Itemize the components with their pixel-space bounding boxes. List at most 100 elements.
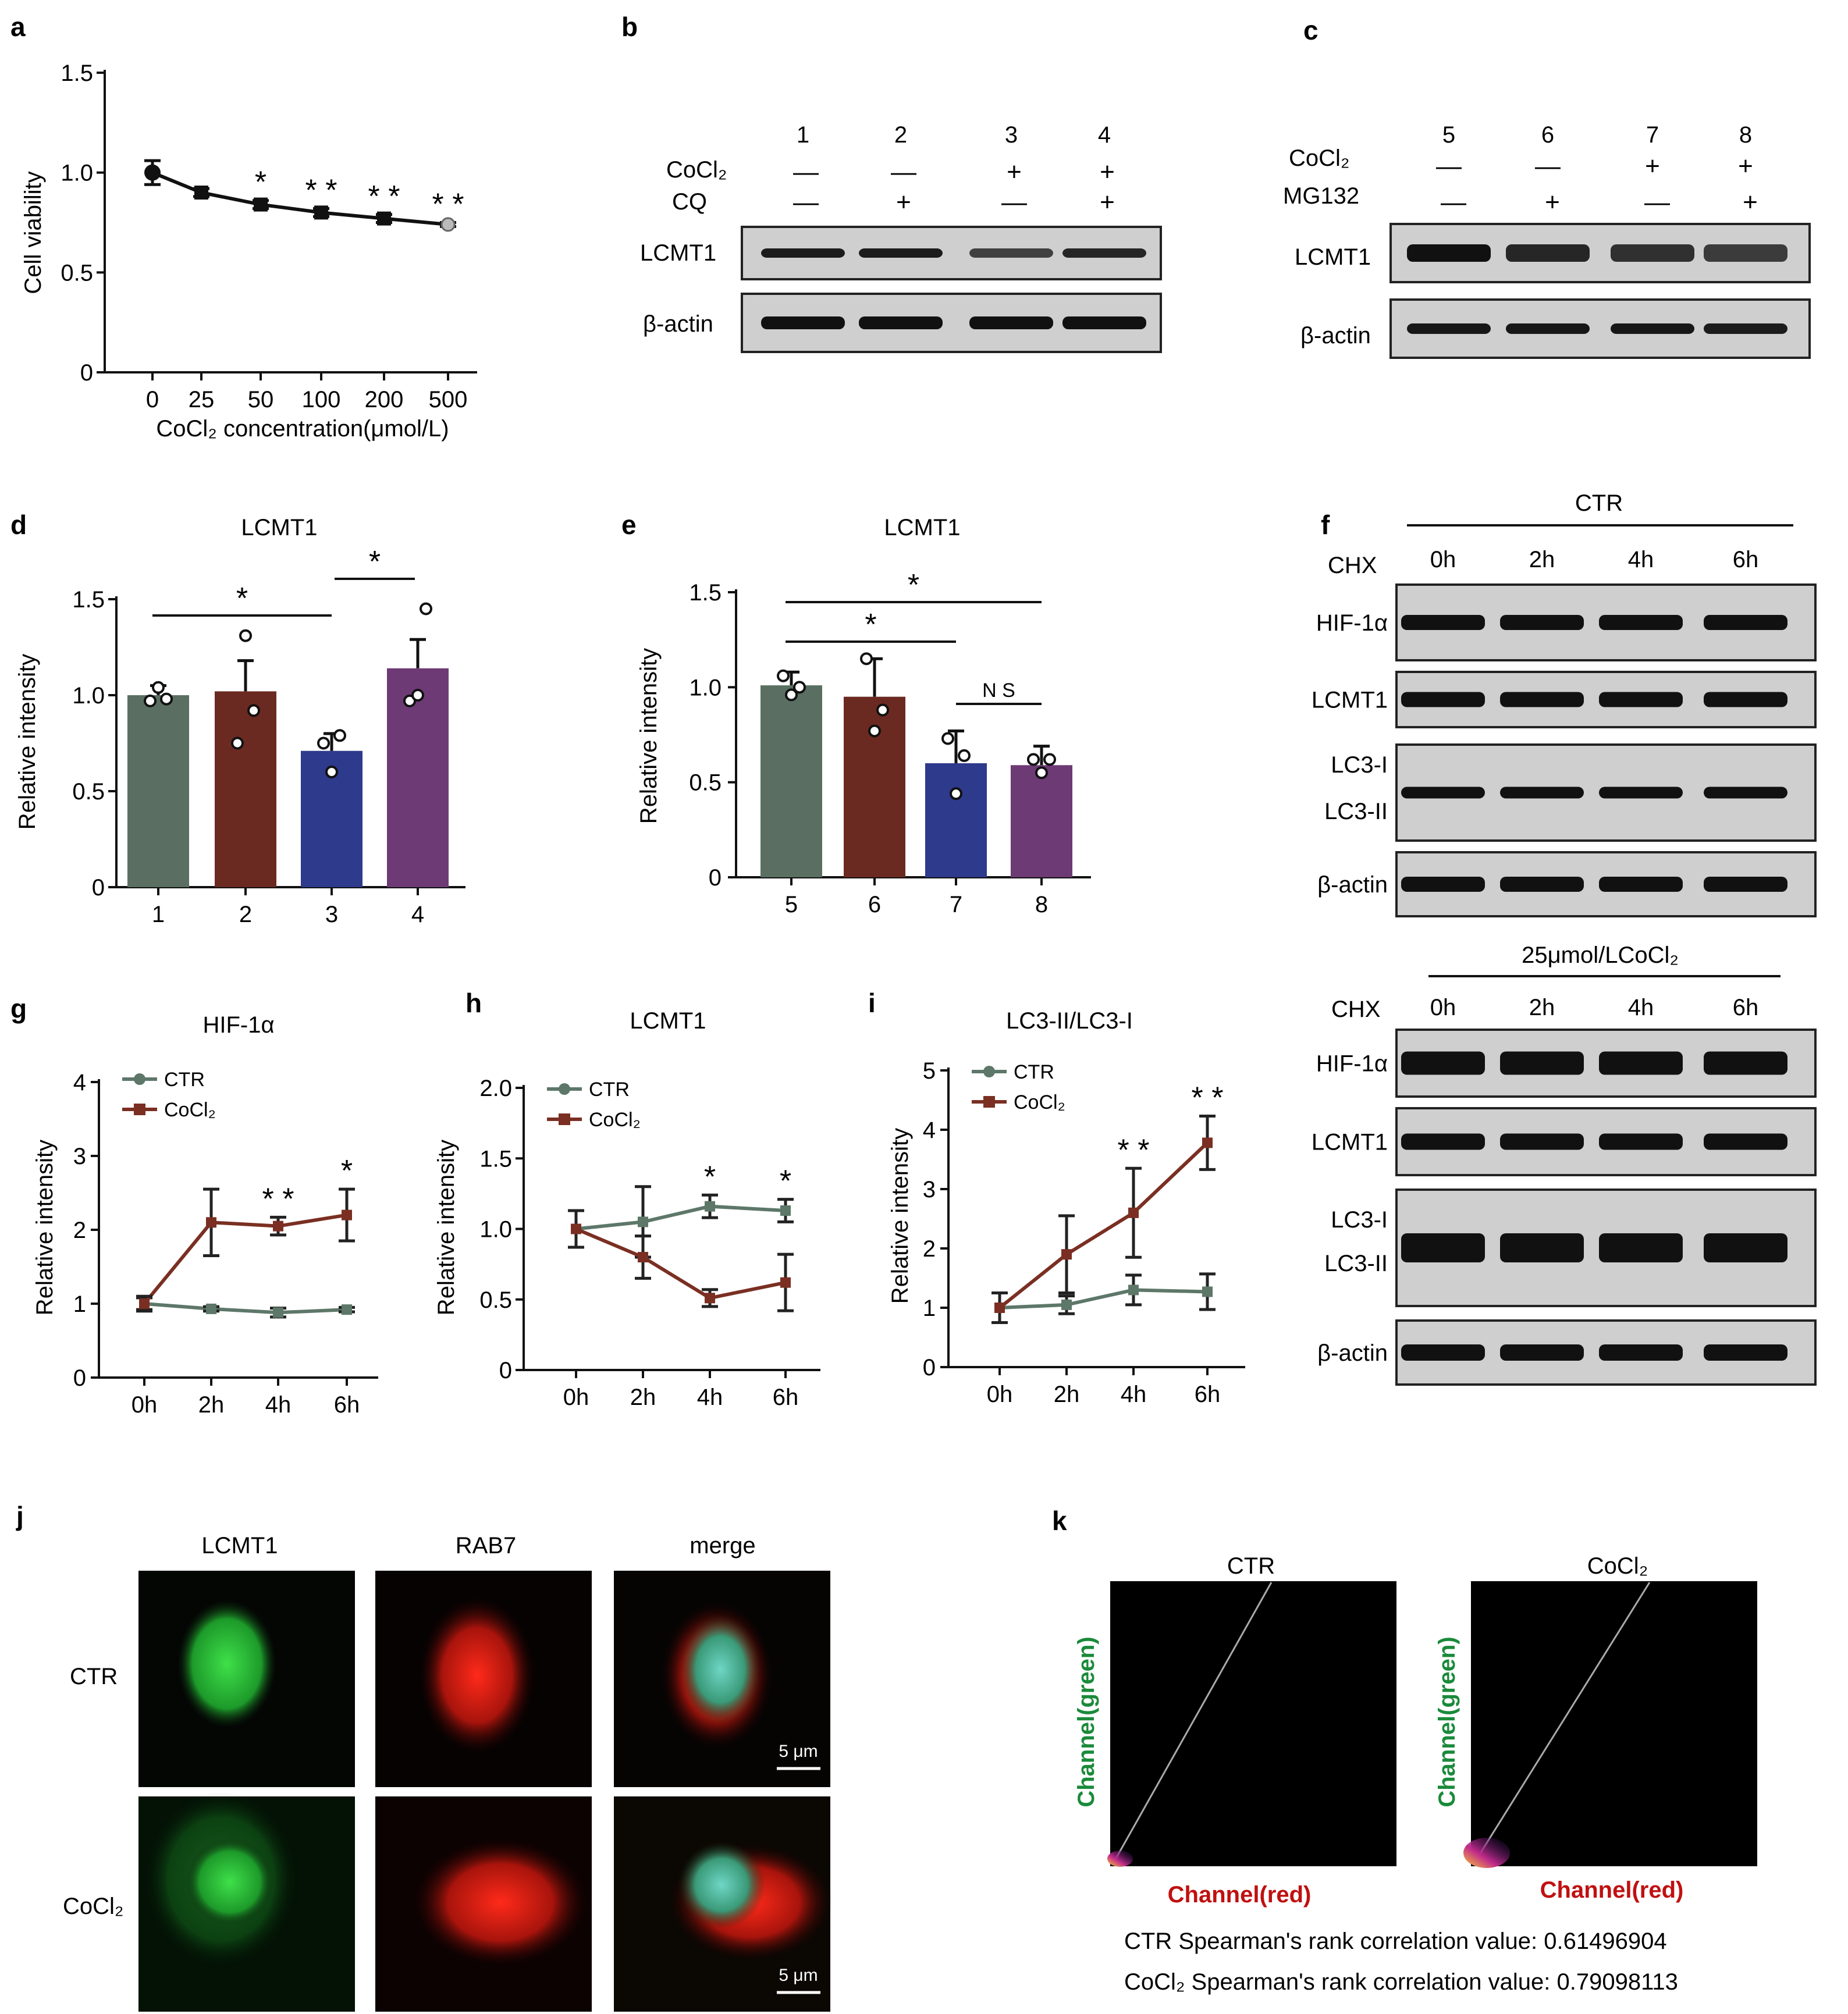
- y-tick-label: 1.5: [61, 61, 93, 86]
- data-point: [160, 692, 173, 706]
- legend-label: CoCl₂: [589, 1109, 641, 1131]
- data-point: [239, 629, 252, 642]
- chx-label: CHX: [1328, 553, 1377, 578]
- time-label: 4h: [1628, 547, 1654, 572]
- lane-number: 5: [1442, 122, 1455, 148]
- band: [1704, 1233, 1787, 1262]
- scale-bar-label: 5 μm: [779, 1966, 818, 1985]
- colocalization-panel-k: CTR CoCl₂ Channel(green) Channel(green) …: [1074, 1553, 1757, 1995]
- x-tick-label: 25: [189, 387, 215, 412]
- data-point: [571, 1223, 581, 1234]
- band: [1500, 1051, 1584, 1075]
- band: [1500, 1133, 1584, 1150]
- treatment-mark: +: [1007, 158, 1022, 186]
- legend-marker: [983, 1096, 995, 1108]
- significance-mark: *: [369, 545, 381, 579]
- time-label: 6h: [1733, 547, 1759, 572]
- x-tick-label: 3: [325, 902, 338, 927]
- legend-label: CTR: [589, 1079, 630, 1101]
- bar: [1011, 765, 1072, 877]
- y-axis-label: Cell viability: [20, 171, 46, 294]
- significance-mark: * *: [432, 188, 464, 222]
- data-point: [638, 1252, 648, 1262]
- band: [1599, 692, 1683, 707]
- panel-letter-j: j: [16, 1501, 24, 1531]
- time-label: 2h: [1529, 547, 1555, 572]
- x-tick-label: 1: [152, 902, 165, 927]
- blot-label: LC3-II: [1324, 799, 1388, 824]
- western-blot-c: 5 6 7 8 CoCl₂ MG132 — — + + — + — + LCMT1 β-actin: [1283, 122, 1811, 359]
- band: [1401, 615, 1485, 630]
- x-tick-label: 500: [429, 387, 468, 412]
- y-tick-label: 1: [923, 1296, 936, 1321]
- bar: [925, 763, 987, 877]
- y-tick-label: 0.5: [479, 1287, 512, 1313]
- col-label-merge: merge: [690, 1533, 755, 1558]
- plot-title-ctr: CTR: [1227, 1553, 1275, 1579]
- blot-label: β-actin: [1317, 872, 1388, 898]
- band: [1500, 877, 1584, 892]
- red-cell: [419, 1597, 535, 1754]
- col-label-lcmt1: LCMT1: [201, 1533, 278, 1558]
- series-line: [143, 1213, 347, 1305]
- y-tick-label: 0: [92, 875, 105, 901]
- data-point: [1027, 753, 1040, 766]
- panel-letter-i: i: [868, 988, 876, 1018]
- band: [1704, 1051, 1787, 1075]
- band: [969, 316, 1053, 329]
- bar: [844, 696, 905, 877]
- band: [1401, 787, 1485, 799]
- data-point: [342, 1209, 352, 1221]
- blot-label: LCMT1: [1312, 688, 1388, 713]
- data-point: [1202, 1286, 1213, 1297]
- lane-number: 3: [1005, 122, 1018, 148]
- time-label: 6h: [1733, 995, 1759, 1020]
- y-tick-label: 0: [499, 1358, 512, 1383]
- y-tick-label: 0.5: [689, 770, 722, 796]
- merged-cell: [680, 1614, 761, 1725]
- chart-title: LCMT1: [241, 515, 317, 540]
- band: [1599, 615, 1683, 630]
- x-axis-label: Channel(red): [1540, 1877, 1684, 1903]
- significance-mark: * *: [1192, 1081, 1224, 1115]
- treatment-mark: —: [891, 158, 916, 186]
- x-tick-label: 2h: [1054, 1382, 1080, 1407]
- lane-number: 8: [1739, 122, 1752, 148]
- col-label-rab7: RAB7: [456, 1533, 517, 1558]
- data-point: [411, 689, 424, 702]
- band: [1401, 1051, 1485, 1075]
- chart-title: LCMT1: [630, 1008, 706, 1034]
- blot-label: LCMT1: [1312, 1130, 1388, 1155]
- blot-label: HIF-1α: [1316, 610, 1388, 636]
- plot-title-cocl2: CoCl₂: [1587, 1553, 1648, 1579]
- x-tick-label: 0h: [563, 1385, 589, 1410]
- y-axis-label: Channel(green): [1074, 1636, 1099, 1807]
- band: [1500, 615, 1584, 630]
- data-point: [152, 681, 165, 694]
- data-point: [273, 1307, 283, 1318]
- band: [1599, 787, 1683, 799]
- series-line: [999, 1288, 1208, 1310]
- data-point: [1061, 1249, 1072, 1260]
- y-tick-label: 4: [73, 1070, 86, 1095]
- data-point: [194, 186, 208, 200]
- band: [1401, 877, 1485, 892]
- x-tick-label: 0h: [132, 1392, 158, 1418]
- series-line: [144, 1302, 347, 1315]
- row-label-cocl2: CoCl₂: [63, 1894, 123, 1919]
- data-point: [247, 704, 260, 717]
- y-axis-label: Channel(green): [1434, 1636, 1460, 1807]
- data-point: [860, 652, 873, 666]
- treatment-mark: —: [1644, 188, 1670, 216]
- band: [1500, 1233, 1584, 1262]
- y-tick-label: 3: [923, 1177, 936, 1202]
- data-point: [254, 197, 268, 212]
- data-point: [1043, 753, 1056, 766]
- data-point: [785, 688, 798, 702]
- data-point: [941, 732, 954, 745]
- band: [1407, 244, 1491, 262]
- red-cell: [413, 1838, 588, 1966]
- band: [1506, 244, 1590, 262]
- data-point: [420, 602, 432, 615]
